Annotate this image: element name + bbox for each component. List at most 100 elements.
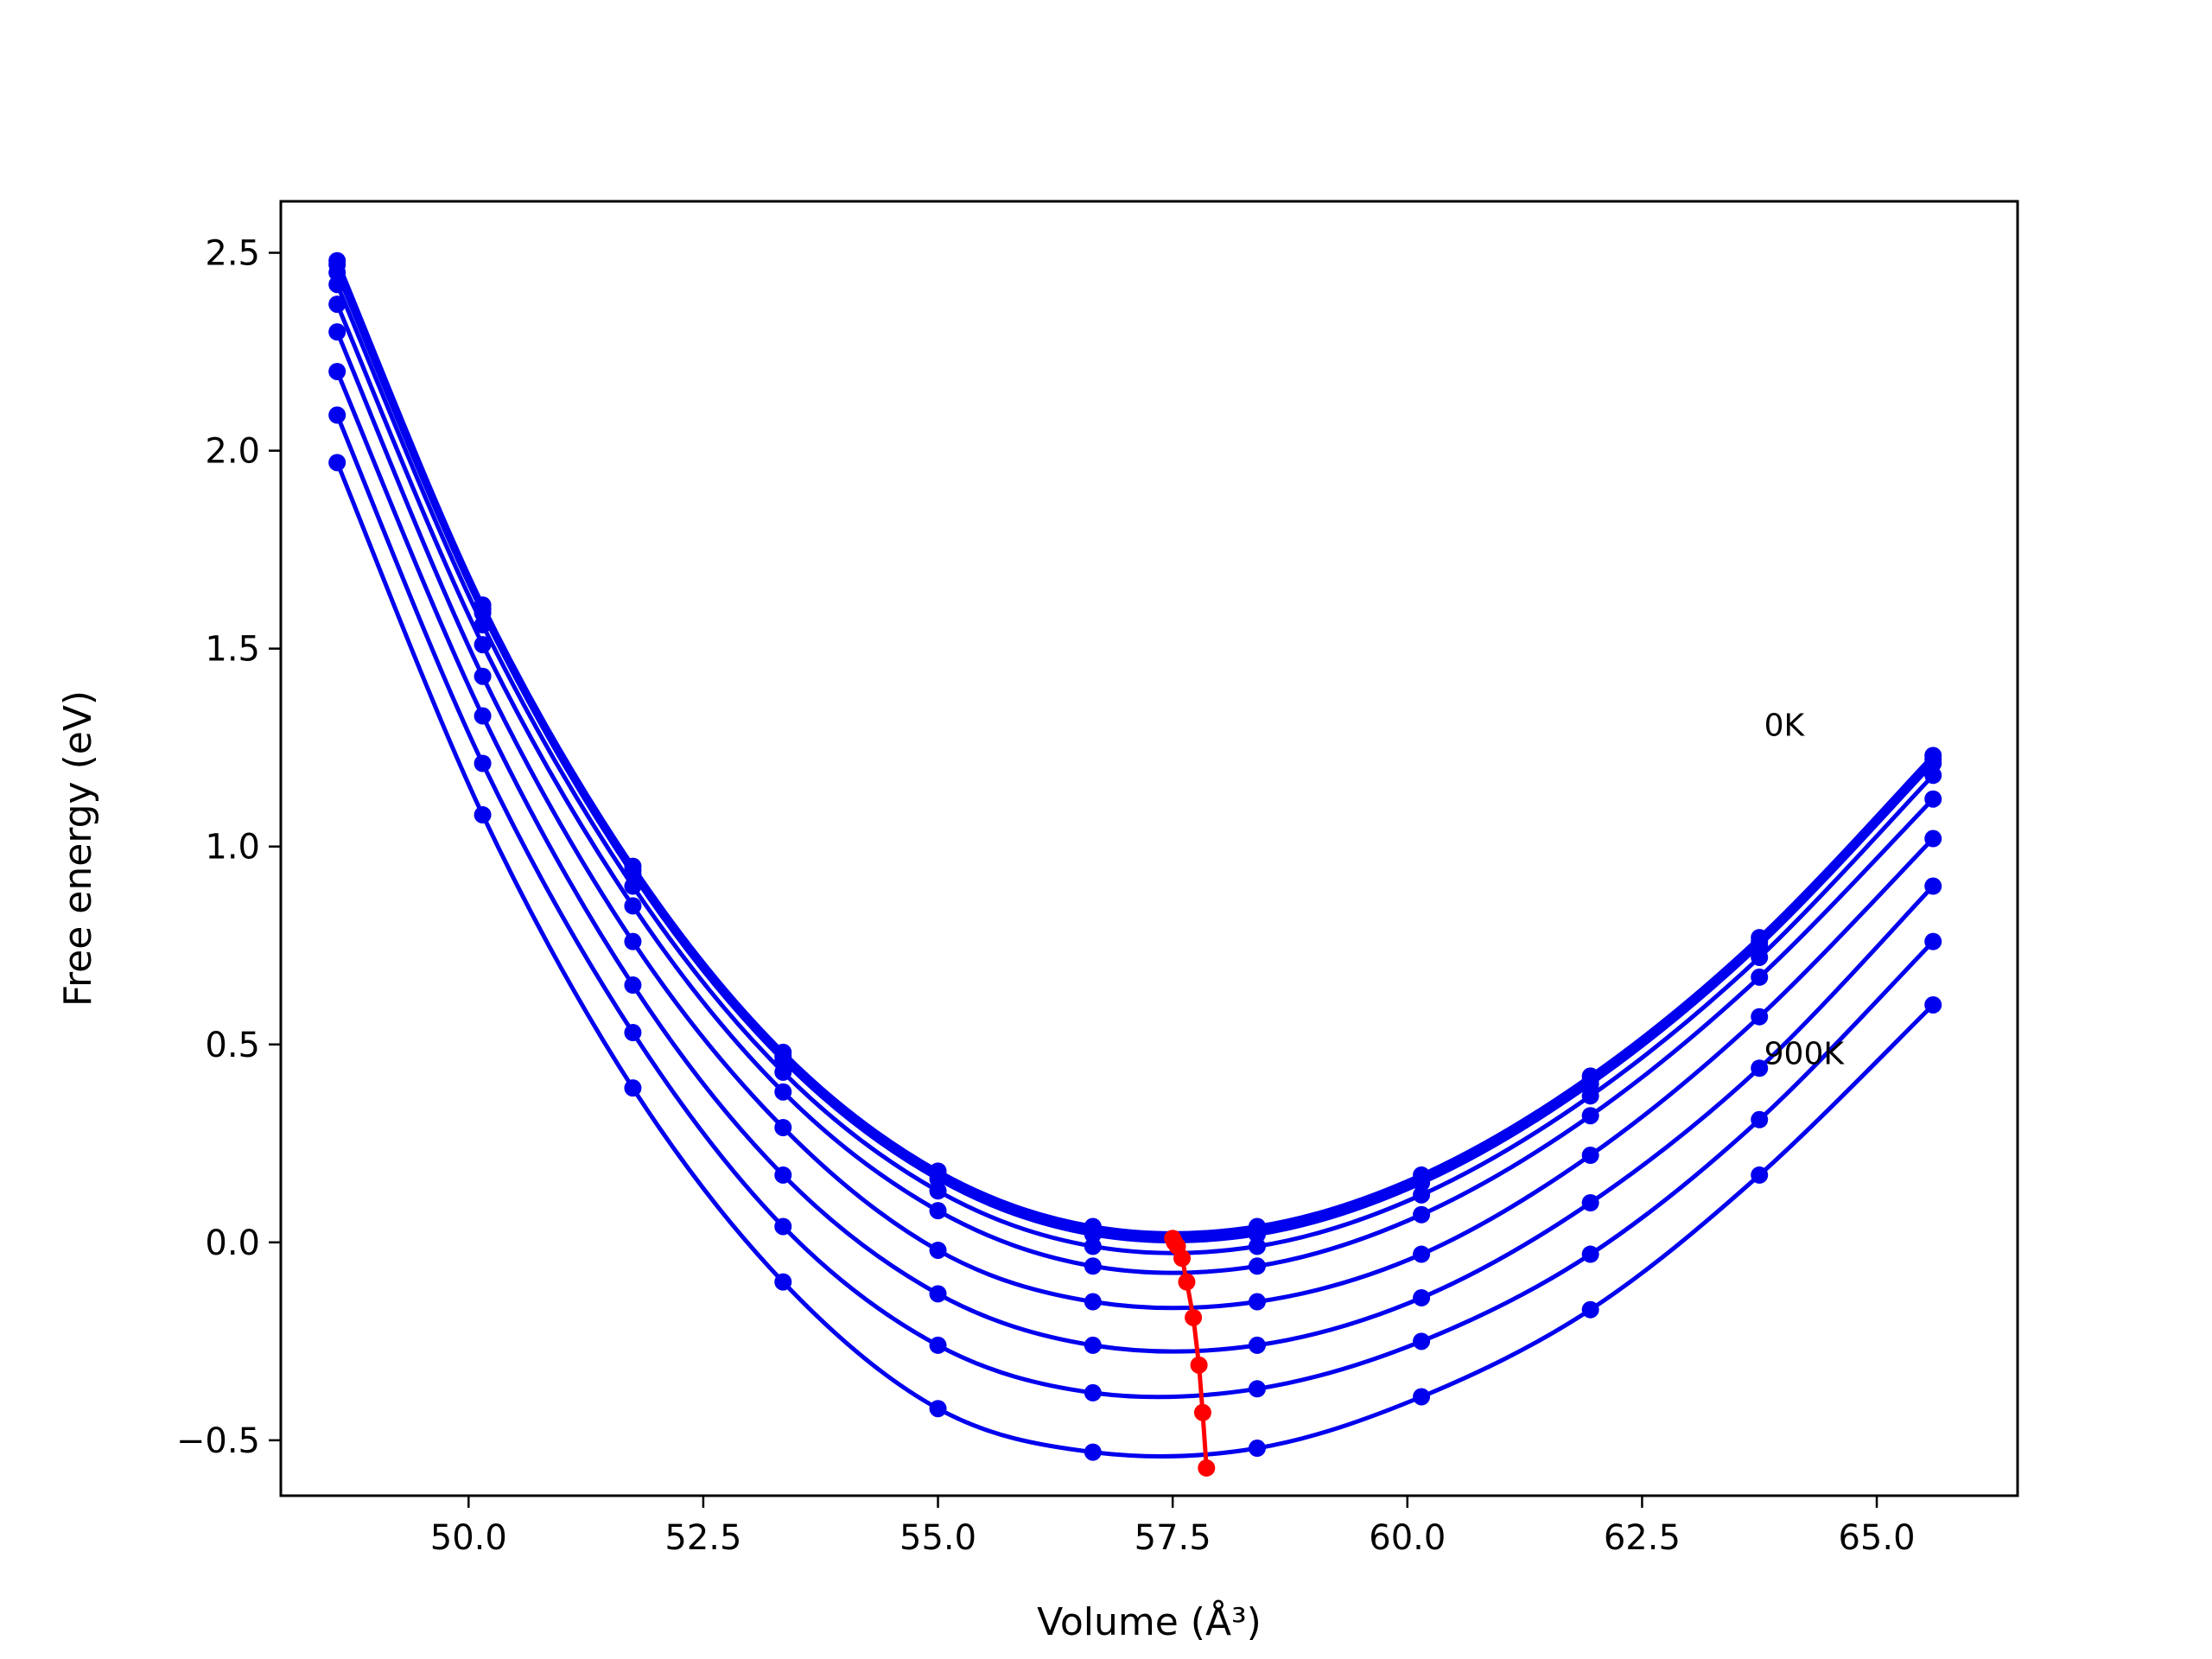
curves-layer xyxy=(328,251,1942,1461)
data-point-s4-9 xyxy=(1751,968,1769,986)
data-point-s8-9 xyxy=(1751,1166,1769,1184)
series-line-8 xyxy=(334,460,1936,1459)
data-point-s4-1 xyxy=(474,636,492,654)
data-point-s5-9 xyxy=(1751,1007,1769,1026)
data-point-s3-2 xyxy=(624,877,642,895)
data-point-s4-10 xyxy=(1924,790,1942,808)
x-tick-label-0: 50.0 xyxy=(430,1518,507,1558)
data-point-s6-9 xyxy=(1751,1059,1769,1077)
annotation-label-1: 900K xyxy=(1764,1037,1846,1072)
data-point-s2-3 xyxy=(774,1052,792,1070)
data-point-s6-2 xyxy=(624,976,642,995)
data-point-s2-4 xyxy=(929,1170,947,1188)
data-point-s5-2 xyxy=(624,932,642,950)
minimum-point-7 xyxy=(1193,1403,1211,1421)
data-point-s8-2 xyxy=(624,1079,642,1097)
series-line-5 xyxy=(334,329,1936,1311)
x-tick-label-3: 57.5 xyxy=(1135,1518,1211,1558)
data-point-s5-3 xyxy=(774,1118,792,1136)
y-tick-label-1: 0.0 xyxy=(205,1224,260,1263)
data-point-s4-2 xyxy=(624,897,642,915)
data-point-s8-7 xyxy=(1413,1388,1431,1406)
annotation-label-0: 0K xyxy=(1764,708,1806,743)
data-point-s7-4 xyxy=(929,1336,947,1354)
minima-layer xyxy=(1164,1230,1216,1477)
data-point-s4-5 xyxy=(1084,1257,1102,1275)
data-point-s8-10 xyxy=(1924,995,1942,1014)
minimum-point-6 xyxy=(1190,1356,1208,1374)
data-point-s3-10 xyxy=(1924,766,1942,785)
data-point-s6-6 xyxy=(1248,1336,1266,1354)
data-point-s5-6 xyxy=(1248,1293,1266,1311)
y-tick-label-4: 1.5 xyxy=(205,630,260,670)
x-tick-label-6: 65.0 xyxy=(1838,1518,1915,1558)
data-point-s6-7 xyxy=(1413,1288,1431,1306)
series-line-2 xyxy=(334,270,1936,1243)
data-point-s6-10 xyxy=(1924,877,1942,895)
x-tick-label-2: 55.0 xyxy=(899,1518,976,1558)
y-tick-label-5: 2.0 xyxy=(205,432,260,472)
data-point-s8-5 xyxy=(1084,1443,1102,1461)
data-point-s8-6 xyxy=(1248,1440,1266,1458)
data-point-s2-0 xyxy=(328,264,346,282)
data-point-s4-0 xyxy=(328,296,346,314)
x-tick-label-5: 62.5 xyxy=(1604,1518,1681,1558)
y-axis-title: Free energy (eV) xyxy=(56,690,100,1007)
plot-area-frame xyxy=(279,200,2019,1497)
minimum-point-5 xyxy=(1185,1308,1203,1326)
data-point-s2-6 xyxy=(1248,1225,1266,1243)
data-point-s2-8 xyxy=(1581,1075,1599,1093)
y-tick-label-0: −0.5 xyxy=(176,1421,260,1461)
y-tick-label-6: 2.5 xyxy=(205,234,260,274)
data-point-s7-10 xyxy=(1924,932,1942,950)
minimum-point-3 xyxy=(1173,1249,1192,1268)
x-axis-title: Volume (Å³) xyxy=(1037,1599,1262,1644)
data-point-s6-5 xyxy=(1084,1336,1102,1354)
data-point-s2-7 xyxy=(1413,1174,1431,1192)
data-point-s4-6 xyxy=(1248,1257,1266,1275)
series-line-0 xyxy=(334,258,1936,1236)
data-point-s7-7 xyxy=(1413,1332,1431,1351)
x-axis-ticks: 50.0 52.5 55.0 57.5 60.0 62.5 65.0 xyxy=(430,1496,1916,1558)
series-line-6 xyxy=(334,369,1936,1354)
data-point-s7-2 xyxy=(624,1024,642,1042)
minimum-point-8 xyxy=(1198,1459,1216,1477)
data-point-s7-5 xyxy=(1084,1383,1102,1402)
data-point-s8-4 xyxy=(929,1400,947,1418)
data-point-s4-4 xyxy=(929,1202,947,1220)
data-point-s3-7 xyxy=(1413,1185,1431,1204)
data-point-s7-3 xyxy=(774,1217,792,1236)
data-point-s6-0 xyxy=(328,362,346,380)
data-point-s7-1 xyxy=(474,754,492,772)
minimum-point-4 xyxy=(1178,1273,1196,1291)
annotations-layer: 0K 900K xyxy=(1764,708,1846,1071)
data-point-s5-1 xyxy=(474,667,492,685)
data-point-s3-6 xyxy=(1248,1237,1266,1255)
data-point-s4-3 xyxy=(774,1083,792,1101)
data-point-s8-0 xyxy=(328,454,346,472)
data-point-s2-9 xyxy=(1751,937,1769,955)
data-point-s5-0 xyxy=(328,323,346,341)
data-point-s5-7 xyxy=(1413,1245,1431,1263)
data-point-s3-3 xyxy=(774,1063,792,1081)
data-point-s6-8 xyxy=(1581,1194,1599,1212)
data-point-s3-5 xyxy=(1084,1237,1102,1255)
data-point-s3-9 xyxy=(1751,948,1769,966)
data-point-s6-3 xyxy=(774,1166,792,1184)
x-tick-label-4: 60.0 xyxy=(1369,1518,1446,1558)
data-point-s7-0 xyxy=(328,406,346,424)
data-point-s8-3 xyxy=(774,1273,792,1291)
series-line-7 xyxy=(334,412,1936,1400)
data-point-s5-5 xyxy=(1084,1293,1102,1311)
x-tick-label-1: 52.5 xyxy=(664,1518,741,1558)
y-axis-ticks: −0.5 0.0 0.5 1.0 1.5 2.0 2.5 xyxy=(176,234,281,1461)
data-point-s6-1 xyxy=(474,707,492,725)
data-point-s5-10 xyxy=(1924,830,1942,848)
series-line-3 xyxy=(334,282,1936,1255)
data-point-s4-8 xyxy=(1581,1107,1599,1125)
data-point-s8-8 xyxy=(1581,1300,1599,1319)
series-line-4 xyxy=(334,302,1936,1275)
y-tick-label-3: 1.0 xyxy=(205,828,260,868)
data-point-s4-7 xyxy=(1413,1205,1431,1224)
